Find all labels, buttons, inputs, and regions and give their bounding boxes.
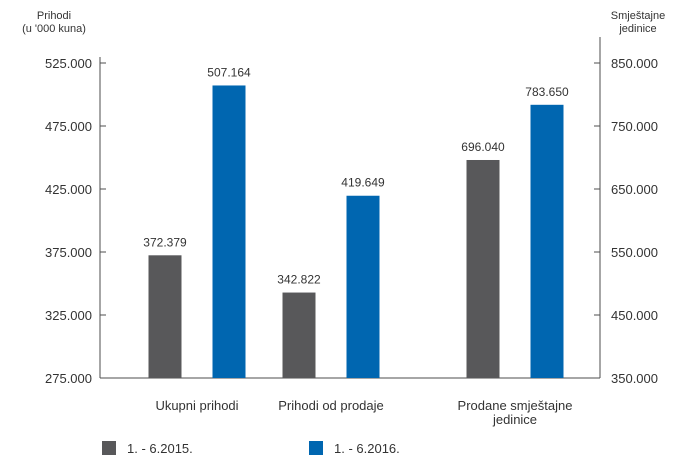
left-axis-tick-label: 425.000 [45,182,92,197]
legend-label: 1. - 6.2016. [334,441,400,456]
category-label: jedinice [492,412,537,427]
data-labels: 372.379 342.822 696.040 507.164 419.649 783.6… [143,65,569,286]
right-axis-title-line: Smještajne [611,10,665,22]
left-axis-tick-label: 375.000 [45,245,92,260]
bars [148,85,564,378]
data-label: 507.164 [207,65,251,79]
legend-label: 1. - 6.2015. [127,441,193,456]
category-labels: Ukupni prihodi Prihodi od prodaje Prodane … [155,398,572,427]
bar [212,85,246,378]
left-axis: 275.000 325.000 375.000 425.000 475.000 525.0… [45,56,106,386]
right-axis-title-line: jedinice [618,23,656,35]
bar [530,104,564,378]
left-axis-tick-label: 475.000 [45,119,92,134]
category-label: Prodane smještajne [458,398,573,413]
data-label: 783.650 [525,85,569,99]
bar [148,255,182,378]
left-axis-tick-label: 525.000 [45,56,92,71]
legend: 1. - 6.2015. 1. - 6.2016. [102,441,400,456]
left-axis-title-line: Prihodi [37,10,71,22]
right-axis-tick-label: 450.000 [611,308,658,323]
left-axis-tick-label: 325.000 [45,308,92,323]
data-label: 696.040 [461,140,505,154]
left-axis-title-line: (u '000 kuna) [22,23,86,35]
bar [466,159,500,378]
right-axis-tick-label: 650.000 [611,182,658,197]
right-axis-tick-label: 350.000 [611,371,658,386]
category-label: Prihodi od prodaje [278,398,384,413]
left-axis-tick-label: 275.000 [45,371,92,386]
category-label: Ukupni prihodi [155,398,238,413]
legend-swatch [309,441,323,455]
right-axis-tick-label: 850.000 [611,56,658,71]
data-label: 372.379 [143,235,187,249]
right-axis-tick-label: 750.000 [611,119,658,134]
legend-swatch [102,441,116,455]
data-label: 419.649 [341,176,385,190]
bar [346,195,380,378]
left-axis-title: Prihodi(u '000 kuna) [22,10,86,35]
data-label: 342.822 [277,273,321,287]
bar [282,292,316,378]
right-axis-tick-label: 550.000 [611,245,658,260]
right-axis: 350.000 450.000 550.000 650.000 750.000 850.0… [594,37,658,386]
